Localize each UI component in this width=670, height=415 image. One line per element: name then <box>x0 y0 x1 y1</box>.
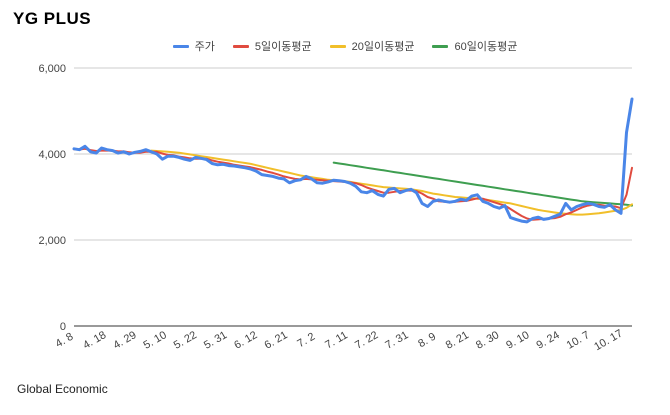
legend-label-ma60: 60일이동평균 <box>454 41 518 53</box>
series-line-ma5 <box>73 147 633 221</box>
x-tick-label: 9. 24 <box>534 329 561 352</box>
y-tick-label: 2,000 <box>38 235 66 247</box>
series-line-price <box>72 97 634 224</box>
x-tick-label: 5. 22 <box>172 329 199 352</box>
x-tick-label: 4. 18 <box>81 329 108 352</box>
source-credit: Global Economic <box>17 382 108 396</box>
x-tick-label: 5. 10 <box>142 329 169 352</box>
series-line-ma20 <box>150 149 633 216</box>
legend-label-price: 주가 <box>194 41 215 53</box>
x-tick-label: 7. 2 <box>295 331 317 351</box>
x-tick-label: 9. 10 <box>504 329 531 352</box>
legend-item-ma20: 20일이동평균 <box>329 38 415 54</box>
legend-label-ma5: 5일이동평균 <box>254 41 312 53</box>
x-tick-label: 10. 17 <box>592 328 624 354</box>
legend-swatch-ma20 <box>329 44 346 48</box>
x-tick-label: 7. 31 <box>383 329 410 352</box>
x-tick-label: 4. 8 <box>54 331 76 351</box>
x-tick-label: 7. 11 <box>323 329 349 351</box>
legend-label-ma20: 20일이동평균 <box>351 41 415 53</box>
legend-item-ma5: 5일이동평균 <box>232 38 312 54</box>
legend-item-ma60: 60일이동평균 <box>432 38 517 54</box>
chart-title: YG PLUS <box>13 9 92 28</box>
x-tick-label: 8. 21 <box>444 329 471 352</box>
legend-swatch-price <box>172 44 189 48</box>
y-tick-label: 4,000 <box>38 149 66 161</box>
x-tick-label: 8. 30 <box>474 329 501 352</box>
x-tick-label: 7. 22 <box>353 329 380 352</box>
legend-swatch-ma60 <box>432 44 449 48</box>
x-tick-label: 6. 21 <box>262 329 289 352</box>
legend-item-price: 주가 <box>172 38 215 54</box>
chart-legend: 주가 5일이동평균 20일이동평균 60일이동평균 <box>0 38 670 54</box>
y-tick-label: 0 <box>60 321 66 333</box>
series-line-ma60 <box>332 161 633 207</box>
x-tick-label: 5. 31 <box>202 329 229 352</box>
legend-swatch-ma5 <box>232 44 249 48</box>
x-tick-label: 4. 29 <box>111 329 138 352</box>
x-tick-label: 10. 7 <box>565 329 592 352</box>
x-tick-label: 6. 12 <box>232 329 259 352</box>
y-tick-label: 6,000 <box>38 63 66 75</box>
x-tick-label: 8. 9 <box>416 331 438 351</box>
